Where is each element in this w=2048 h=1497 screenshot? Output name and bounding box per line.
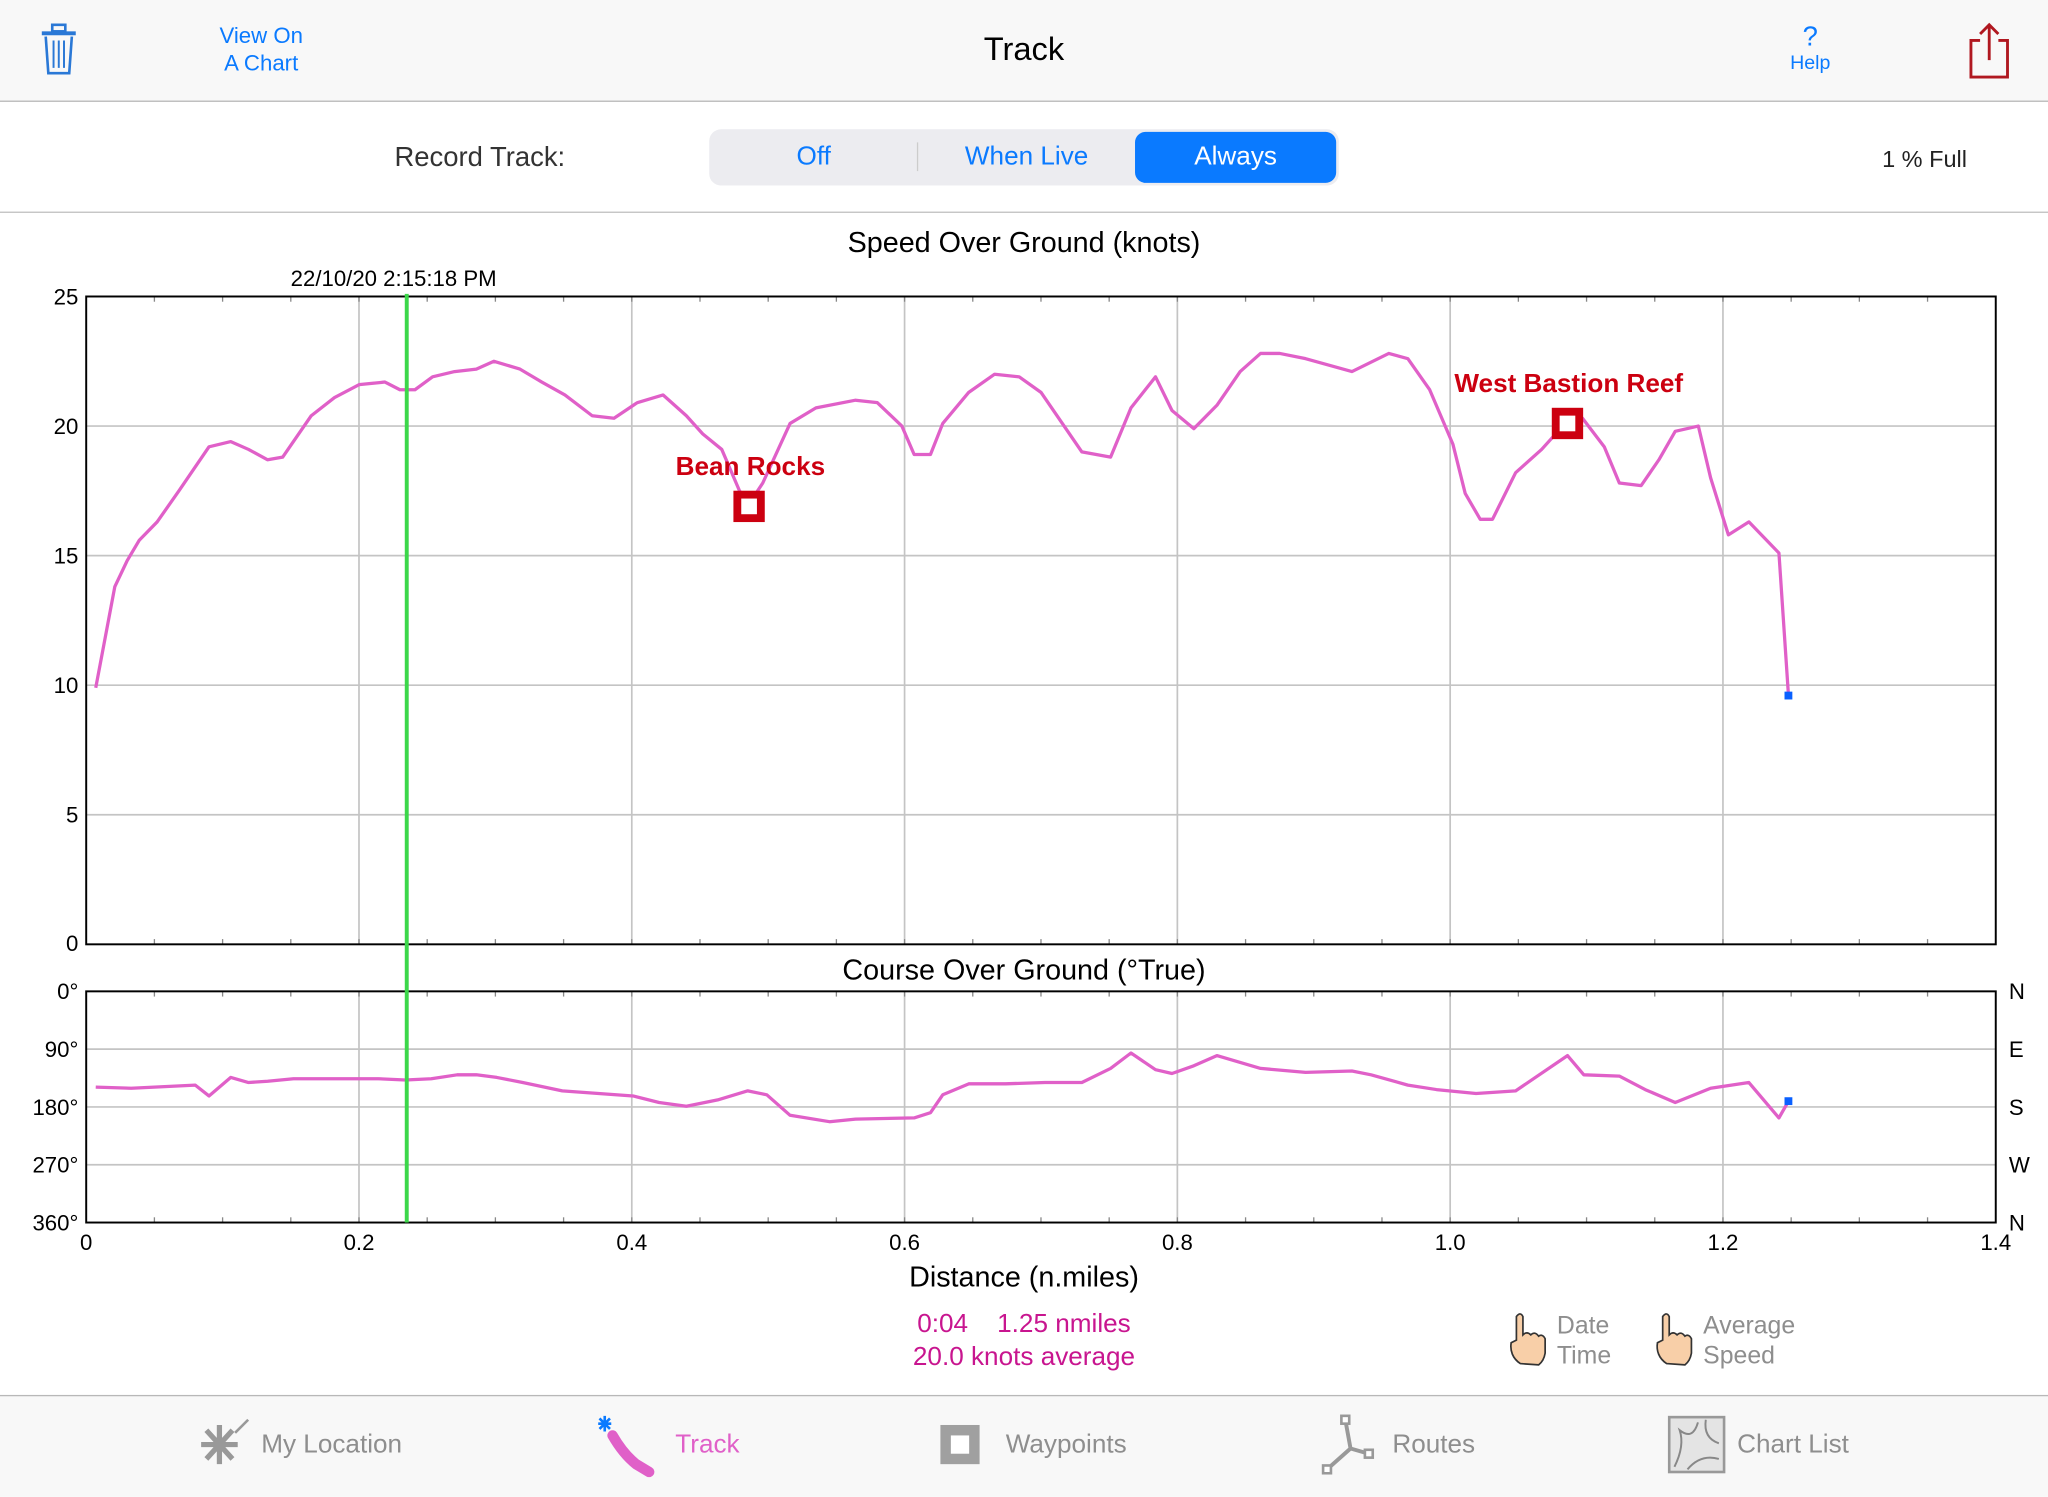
page-title: Track <box>893 31 1154 69</box>
y-tick-label: 360° <box>32 1210 78 1235</box>
y-tick-label-right: E <box>2009 1037 2024 1062</box>
segment-when-live[interactable]: When Live <box>921 132 1133 183</box>
segment-always[interactable]: Always <box>1135 132 1336 183</box>
waypoint-marker-center <box>1560 416 1576 432</box>
summary-distance: 1.25 nmiles <box>997 1310 1131 1339</box>
tab-label: My Location <box>261 1430 402 1460</box>
y-tick-label: 0 <box>66 931 78 956</box>
tab-label: Chart List <box>1737 1430 1849 1460</box>
y-tick-label: 0° <box>57 979 78 1004</box>
segment-divider <box>917 142 918 171</box>
waypoint-label: West Bastion Reef <box>1454 368 1683 398</box>
hand-pointer-icon <box>1505 1311 1552 1368</box>
view-on-chart-line2: A Chart <box>196 50 327 77</box>
x-tick-label: 1.4 <box>1980 1230 2011 1255</box>
y-tick-label: 5 <box>66 803 78 828</box>
x-tick-label: 0.6 <box>889 1230 920 1255</box>
y-tick-label-right: S <box>2009 1095 2024 1120</box>
x-tick-label: 0.2 <box>344 1230 375 1255</box>
tab-chart-list[interactable]: Chart List <box>1667 1412 1849 1477</box>
top-bar: View On A Chart Track ? Help <box>0 0 2048 102</box>
help-button[interactable]: ? Help <box>1771 24 1849 75</box>
help-label: Help <box>1771 52 1849 74</box>
x-tick-label: 0 <box>80 1230 92 1255</box>
date-time-label-2: Time <box>1557 1341 1611 1371</box>
end-point-marker <box>1785 1097 1793 1105</box>
y-tick-label: 20 <box>54 414 79 439</box>
record-track-label: Record Track: <box>394 142 565 173</box>
cog-chart: 0° N 90° E 180° S 270° W 360° N 0 0.2 0.4 0.6 0.8 1.0 1.… <box>32 979 2029 1255</box>
share-icon[interactable] <box>1967 21 2011 81</box>
chart-list-icon <box>1667 1415 1727 1475</box>
average-speed-label-1: Average <box>1703 1311 1795 1341</box>
tab-track[interactable]: Track <box>597 1412 740 1477</box>
x-axis-label: Distance (n.miles) <box>909 1262 1139 1294</box>
summary-average: 20.0 knots average <box>849 1341 1199 1374</box>
y-tick-label: 180° <box>32 1095 78 1120</box>
x-tick-label: 1.2 <box>1708 1230 1739 1255</box>
y-tick-label-right: N <box>2009 979 2025 1004</box>
track-summary: 0:04 1.25 nmiles 20.0 knots average <box>849 1309 1199 1374</box>
view-on-chart-line1: View On <box>196 22 327 49</box>
track-capacity: 1 % Full <box>1829 146 1967 173</box>
waypoint-icon <box>938 1422 982 1466</box>
y-tick-label: 90° <box>45 1037 79 1062</box>
waypoint-marker-center <box>741 499 757 515</box>
tab-label: Routes <box>1392 1430 1475 1460</box>
routes-icon <box>1319 1415 1382 1475</box>
sog-chart: 0 5 10 15 20 25 <box>54 284 1996 956</box>
my-location-icon <box>196 1417 251 1472</box>
summary-duration: 0:04 <box>917 1310 968 1339</box>
sog-chart-title: Speed Over Ground (knots) <box>848 227 1201 259</box>
help-icon: ? <box>1771 24 1849 53</box>
average-speed-label-2: Speed <box>1703 1341 1795 1371</box>
tab-label: Track <box>675 1430 739 1460</box>
x-tick-label: 0.8 <box>1162 1230 1193 1255</box>
waypoint-label: Bean Rocks <box>676 451 825 481</box>
date-time-label-1: Date <box>1557 1311 1611 1341</box>
end-point-marker <box>1785 692 1793 700</box>
track-icon <box>597 1412 665 1477</box>
series-line-cog <box>96 1053 1789 1122</box>
record-track-segmented-control[interactable]: Off When Live Always <box>709 129 1339 185</box>
tab-bar: My Location Track Waypoints Routes Chart… <box>0 1395 2048 1497</box>
tab-label: Waypoints <box>1006 1430 1127 1460</box>
trash-icon[interactable] <box>39 24 78 76</box>
segment-off[interactable]: Off <box>712 132 916 183</box>
cursor-timestamp: 22/10/20 2:15:18 PM <box>291 266 497 291</box>
view-on-chart-button[interactable]: View On A Chart <box>196 22 327 77</box>
x-tick-label: 1.0 <box>1435 1230 1466 1255</box>
tab-my-location[interactable]: My Location <box>196 1412 402 1477</box>
x-tick-label: 0.4 <box>616 1230 647 1255</box>
tab-routes[interactable]: Routes <box>1319 1412 1475 1477</box>
y-tick-label-right: W <box>2009 1153 2030 1178</box>
cog-chart-title: Course Over Ground (°True) <box>842 955 1205 987</box>
hand-pointer-icon <box>1651 1311 1698 1368</box>
y-tick-label-right: N <box>2009 1210 2025 1235</box>
y-tick-label: 25 <box>54 284 79 309</box>
y-tick-label: 15 <box>54 543 79 568</box>
series-line-sog <box>96 353 1789 695</box>
track-charts[interactable]: Speed Over Ground (knots) Course Over Gr… <box>0 213 2048 1297</box>
y-tick-label: 10 <box>54 673 79 698</box>
y-tick-label: 270° <box>32 1153 78 1178</box>
tab-waypoints[interactable]: Waypoints <box>938 1412 1127 1477</box>
